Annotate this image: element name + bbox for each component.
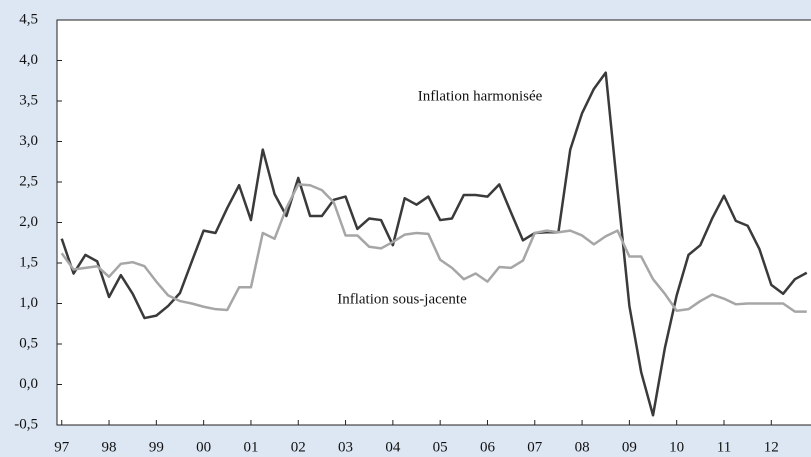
x-tick-label: 06 [480,439,496,455]
x-tick-label: 01 [243,439,258,455]
x-tick-label: 12 [764,439,779,455]
x-tick-label: 07 [527,439,543,455]
x-tick-label: 10 [669,439,684,455]
y-tick-label: 4,0 [19,52,38,68]
x-tick-label: 08 [575,439,590,455]
x-tick-label: 11 [717,439,731,455]
x-tick-label: 02 [291,439,306,455]
x-tick-label: 00 [196,439,211,455]
y-tick-label: 3,0 [19,133,38,149]
y-tick-label: 1,5 [19,254,38,270]
series-label: Inflation harmonisée [418,88,543,104]
y-tick-label: 2,5 [19,173,38,189]
y-tick-label: 0,5 [19,335,38,351]
x-tick-label: 09 [622,439,637,455]
x-tick-label: 05 [433,439,448,455]
plot-area [56,19,811,426]
series-label: Inflation sous-jacente [337,291,467,307]
y-tick-label: 4,5 [19,11,38,27]
x-tick-label: 97 [54,439,70,455]
series-line [60,183,807,313]
y-tick-label: 1,0 [19,295,38,311]
y-tick-label: 3,5 [19,92,38,108]
y-tick-label: 0,0 [19,376,38,392]
x-tick-label: 03 [338,439,353,455]
y-tick-label: -0,5 [14,416,38,432]
series-line [60,71,808,417]
x-tick-label: 04 [385,439,401,455]
x-tick-label: 99 [149,439,164,455]
x-tick-label: 98 [102,439,117,455]
y-tick-label: 2,0 [19,214,38,230]
